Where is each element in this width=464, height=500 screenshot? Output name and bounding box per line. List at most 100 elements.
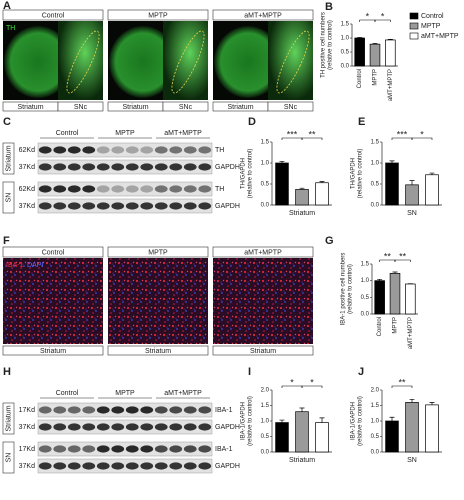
- group-title: Control: [56, 390, 79, 397]
- y-tick-label: 1.0: [341, 36, 350, 42]
- kd-label: 62Kd: [19, 186, 35, 193]
- y-axis-label: IBA-1/GAPDH: [241, 402, 247, 440]
- blot-band: [183, 202, 197, 210]
- group-title: aMT+MPTP: [164, 390, 202, 397]
- blot-band: [198, 406, 212, 414]
- error-bar: [409, 398, 415, 403]
- bar: [425, 404, 439, 453]
- error-bar: [409, 180, 415, 185]
- blot-band: [82, 146, 96, 154]
- sig-label: **: [384, 251, 392, 261]
- blot-band: [169, 185, 183, 193]
- legend-swatch: [409, 22, 419, 30]
- panel-letter: E: [358, 116, 365, 128]
- stain-label: TH: [6, 25, 15, 32]
- bar: [295, 189, 309, 206]
- y-axis-label: TH/GAPDH: [241, 158, 247, 189]
- blot-band: [96, 462, 110, 470]
- y-tick-label: 1.0: [261, 161, 270, 167]
- x-tick-label: aMT+MPTP: [388, 69, 394, 101]
- blot-band: [183, 406, 197, 414]
- blot-band: [140, 462, 154, 470]
- bar: [385, 162, 399, 206]
- blot-band: [183, 185, 197, 193]
- blot-band: [38, 423, 52, 431]
- y-tick-label: 0.0: [261, 450, 270, 456]
- snc-outline: [171, 30, 205, 94]
- blot-strip: [37, 159, 213, 175]
- kd-label: 37Kd: [19, 463, 35, 470]
- sig-label: *: [366, 11, 370, 21]
- blot-band: [154, 202, 168, 210]
- sig-bracket: [301, 385, 323, 388]
- error-bar: [319, 417, 325, 423]
- region-box: [2, 142, 15, 175]
- blot-band: [38, 146, 52, 154]
- protein-label: TH: [215, 186, 224, 193]
- label-box: [267, 101, 314, 112]
- y-tick-label: 0.5: [371, 182, 380, 188]
- legend-label: aMT+MPTP: [421, 33, 459, 40]
- blot-band: [140, 163, 154, 171]
- blot-band: [154, 445, 168, 453]
- blot-band: [169, 146, 183, 154]
- header-box: [2, 9, 104, 21]
- blot-strip: [37, 198, 213, 214]
- region-label: Striatum: [122, 104, 148, 111]
- y-tick-label: 0.0: [371, 450, 380, 456]
- region-label: SNc: [284, 104, 298, 111]
- bar: [315, 422, 329, 453]
- blot-band: [154, 146, 168, 154]
- region-label: SNc: [179, 104, 193, 111]
- protein-label: GAPDH: [215, 424, 240, 431]
- blot-band: [82, 423, 96, 431]
- blot-band: [38, 202, 52, 210]
- blot-strip: [37, 181, 213, 197]
- blot-band: [67, 185, 81, 193]
- blot-band: [154, 185, 168, 193]
- sig-bracket: [301, 137, 323, 140]
- blot-band: [67, 423, 81, 431]
- blot-band: [38, 163, 52, 171]
- striatum-tissue: [109, 26, 177, 98]
- blot-band: [53, 462, 67, 470]
- blot-band: [183, 163, 197, 171]
- bar: [405, 283, 416, 315]
- header-box: [2, 246, 104, 258]
- region-box: [2, 181, 15, 214]
- y-tick-label: 1.5: [371, 140, 380, 146]
- y-tick-label: 0.0: [361, 312, 370, 318]
- legend-swatch: [409, 12, 419, 20]
- group-title: aMT+MPTP: [244, 12, 282, 19]
- kd-label: 37Kd: [19, 164, 35, 171]
- y-tick-label: 1.5: [341, 22, 350, 28]
- blot-band: [53, 202, 67, 210]
- x-axis-label: Striatum: [289, 457, 315, 464]
- bar: [385, 420, 399, 453]
- sig-label: **: [399, 251, 407, 261]
- blot-band: [154, 462, 168, 470]
- y-axis-label: (relative to control): [328, 20, 334, 70]
- protein-label: IBA-1: [215, 446, 233, 453]
- x-axis-label: Striatum: [289, 210, 315, 217]
- sig-bracket: [394, 259, 411, 262]
- blot-band: [198, 445, 212, 453]
- blot-band: [67, 445, 81, 453]
- blot-band: [82, 406, 96, 414]
- region-label: Striatum: [5, 405, 12, 431]
- y-tick-label: 1.5: [261, 140, 270, 146]
- y-axis-label: (relative to control): [358, 396, 364, 446]
- snc-image: [163, 21, 208, 100]
- header-box: [212, 246, 314, 258]
- if-image: [3, 258, 103, 344]
- sig-label: **: [308, 129, 316, 139]
- sig-label: **: [398, 377, 406, 387]
- error-bar: [357, 37, 363, 38]
- blot-band: [111, 462, 125, 470]
- blot-band: [198, 146, 212, 154]
- bar: [374, 280, 385, 315]
- panel-letter: D: [248, 116, 256, 128]
- blot-band: [125, 423, 139, 431]
- kd-label: 62Kd: [19, 147, 35, 154]
